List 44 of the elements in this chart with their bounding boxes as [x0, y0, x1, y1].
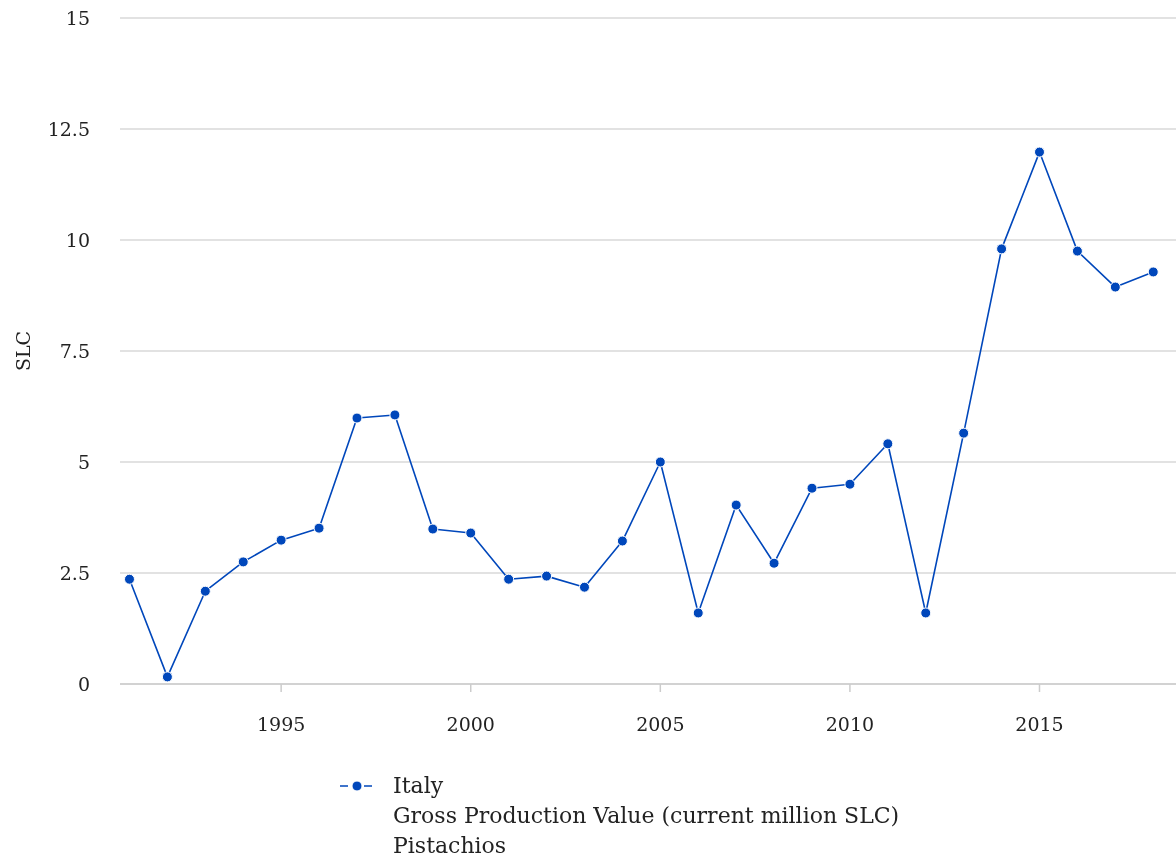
- point: [882, 438, 894, 450]
- point: [996, 243, 1008, 255]
- y-tick-label: 0: [77, 673, 90, 695]
- y-tick-label: 12.5: [47, 118, 90, 140]
- point: [1109, 281, 1121, 293]
- text: Pistachios: [393, 833, 507, 858]
- x-tick-label: 2005: [636, 713, 685, 735]
- y-tick-label: 5: [77, 451, 90, 473]
- legend-label: Italy: [393, 773, 444, 798]
- x-tick-label: 2010: [825, 713, 875, 735]
- point: [958, 427, 970, 439]
- point: [541, 570, 553, 582]
- x-tick-label: 1995: [256, 713, 306, 735]
- point: [654, 456, 666, 468]
- point: [844, 478, 856, 490]
- point: [730, 499, 742, 511]
- point: [1071, 245, 1083, 257]
- point: [161, 671, 173, 683]
- point: [616, 535, 628, 547]
- point: [123, 573, 135, 585]
- y-tick-label: 10: [65, 229, 90, 251]
- point: [427, 523, 439, 535]
- y-tick-label: 2.5: [59, 562, 90, 584]
- y-tick-label: 7.5: [59, 340, 90, 362]
- point: [920, 607, 932, 619]
- point: [806, 482, 818, 494]
- point: [692, 607, 704, 619]
- x-tick-label: 2015: [1015, 713, 1064, 735]
- point: [578, 581, 590, 593]
- point: [1034, 146, 1045, 158]
- point: [465, 527, 477, 539]
- point: [275, 534, 287, 546]
- point: [199, 585, 211, 597]
- text: Gross Production Value (current million SLC): [393, 803, 900, 828]
- point: [237, 556, 249, 568]
- point: [768, 557, 780, 569]
- point: [1147, 266, 1159, 278]
- point: [503, 573, 515, 585]
- point: [389, 409, 401, 421]
- x-tick-label: 2000: [446, 713, 495, 735]
- point: [313, 522, 325, 534]
- y-axis-title: SLC: [12, 330, 34, 372]
- point: [351, 412, 363, 424]
- y-tick-label: 15: [65, 7, 90, 29]
